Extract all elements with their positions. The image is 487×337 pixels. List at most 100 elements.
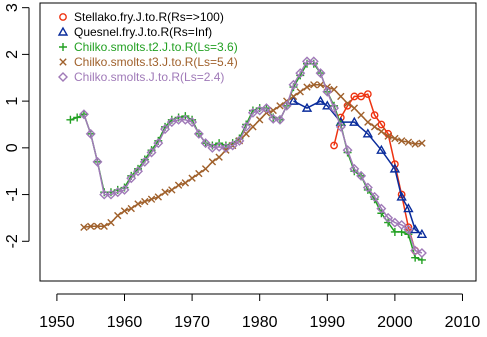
data-point	[411, 140, 419, 148]
data-point	[384, 132, 392, 140]
data-point	[201, 165, 210, 173]
data-point	[78, 109, 89, 120]
legend: Stellako.fry.J.to.R(Rs=>100)Quesnel.fry.…	[57, 10, 238, 84]
data-point	[153, 138, 164, 149]
axes: 1950 1960 1970 1980 1990 2000 2010 -2 -1 0 1 2 3	[4, 3, 480, 331]
data-point	[295, 68, 306, 79]
data-point	[397, 137, 406, 145]
data-point	[166, 117, 177, 128]
data-point	[308, 56, 319, 67]
legend-label: Stellako.fry.J.to.R(Rs=>100)	[74, 10, 224, 24]
data-point	[342, 145, 353, 156]
data-point	[377, 120, 386, 129]
data-point	[146, 147, 157, 158]
data-point	[396, 191, 407, 201]
data-point	[370, 123, 379, 131]
data-point	[301, 102, 313, 112]
data-point	[337, 92, 345, 101]
y-tick-label: 1	[4, 97, 21, 106]
data-point	[404, 138, 413, 146]
data-point	[377, 127, 386, 136]
data-point	[276, 102, 284, 110]
data-point	[87, 222, 95, 231]
data-point	[274, 114, 285, 125]
data-point	[329, 103, 340, 114]
data-point	[147, 195, 156, 203]
data-point	[234, 135, 245, 146]
data-point	[92, 156, 103, 167]
data-point	[322, 86, 333, 97]
data-point	[389, 217, 400, 228]
data-point	[403, 203, 414, 213]
data-point	[343, 99, 352, 108]
legend-marker	[57, 26, 69, 36]
data-point	[105, 189, 116, 200]
data-point	[227, 140, 238, 151]
data-point	[249, 123, 257, 131]
data-point	[370, 111, 379, 120]
data-point	[376, 144, 387, 154]
data-point	[390, 227, 399, 236]
data-point	[389, 163, 401, 173]
data-point	[188, 174, 196, 182]
data-point	[330, 141, 338, 150]
data-point	[315, 68, 326, 79]
data-point	[139, 156, 150, 167]
data-point	[268, 113, 279, 124]
x-tick-label: 2010	[445, 314, 481, 331]
data-point	[73, 113, 82, 122]
data-point	[255, 116, 264, 124]
data-point	[119, 184, 130, 195]
data-point	[350, 104, 359, 112]
data-point	[93, 222, 102, 231]
y-tick-label: 3	[4, 3, 21, 12]
data-point	[416, 228, 428, 238]
data-point	[112, 187, 123, 198]
legend-label: Chilko.smolts.t2.J.to.R(Ls=3.6)	[74, 40, 238, 54]
data-point	[127, 204, 135, 213]
data-point	[85, 128, 96, 139]
series-line	[70, 62, 423, 261]
legend-marker	[58, 72, 68, 82]
data-point	[141, 197, 149, 206]
data-point	[409, 224, 421, 234]
legend-label: Quesnel.fry.J.to.R(Rs=Inf)	[74, 25, 212, 39]
data-point	[369, 191, 380, 202]
legend-label: Chilko.smolts.t3.J.to.R(Ls=5.4)	[74, 55, 238, 69]
series-4	[78, 56, 427, 258]
y-tick-label: -1	[4, 187, 21, 201]
data-point	[303, 83, 311, 91]
y-tick-label: 2	[4, 50, 21, 59]
data-point	[349, 163, 360, 174]
data-point	[100, 222, 108, 231]
data-point	[180, 114, 191, 125]
data-point	[396, 219, 407, 230]
data-point	[315, 95, 326, 105]
data-point	[195, 169, 203, 178]
data-point	[363, 90, 372, 99]
x-tick-label: 1980	[242, 314, 278, 331]
x-tick-label: 1960	[107, 314, 143, 331]
data-point	[160, 124, 171, 135]
legend-label: Chilko.smolts.J.to.R(Ls=2.4)	[74, 70, 224, 84]
legend-marker	[59, 43, 67, 51]
data-point	[247, 107, 258, 118]
data-point	[187, 117, 198, 128]
data-point	[174, 181, 183, 189]
data-point	[335, 121, 346, 132]
data-point	[416, 247, 427, 258]
data-point	[391, 134, 399, 143]
legend-marker	[59, 13, 67, 21]
series-2	[66, 59, 426, 264]
data-point	[289, 92, 298, 101]
legend-marker	[59, 58, 67, 66]
data-point	[316, 81, 325, 89]
series-line	[83, 60, 423, 254]
data-point	[357, 111, 365, 119]
series-3	[80, 81, 426, 231]
data-point	[173, 114, 184, 125]
data-point	[418, 139, 426, 147]
data-point	[356, 170, 367, 181]
data-point	[254, 105, 265, 116]
data-point	[107, 218, 115, 227]
